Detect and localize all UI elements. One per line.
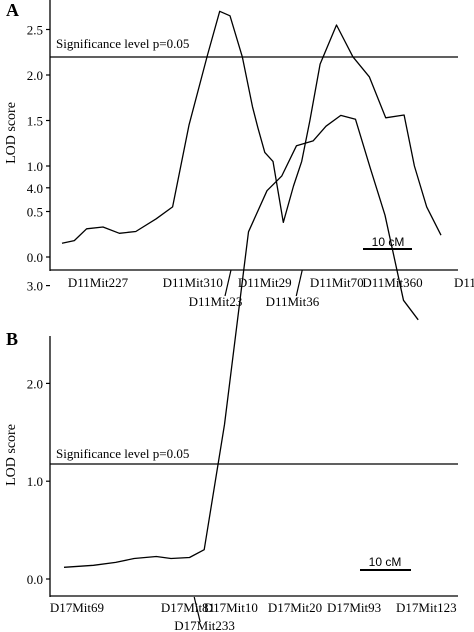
threshold-label-b: Significance level p=0.05 — [56, 446, 189, 461]
marker-label: D11Mit360 — [362, 275, 422, 290]
panel-label-a: A — [6, 0, 19, 20]
marker-label: D17Mit93 — [327, 600, 381, 615]
marker-label: D17Mit69 — [50, 600, 104, 615]
lod-series-line — [63, 114, 419, 568]
marker-label: D17Mit20 — [268, 600, 322, 615]
marker-label: D17Mit10 — [204, 600, 258, 615]
scale-bar-label-a: 10 cM — [372, 235, 405, 249]
y-tick-label: 1.0 — [27, 159, 43, 174]
marker-label: D11Mit29 — [238, 275, 292, 290]
y-axis-label-a: LOD score — [4, 102, 19, 164]
series-a — [61, 10, 442, 244]
marker-leader-tick — [193, 596, 201, 623]
y-tick-label: 2.5 — [27, 23, 43, 38]
panel-b: B LOD score Significance level p=0.05 0.… — [4, 114, 458, 632]
scale-bar-b: 10 cM — [360, 555, 411, 571]
y-tick-label: 2.0 — [27, 68, 43, 83]
marker-label-lower: D17Mit233 — [174, 618, 235, 632]
marker-label: D11Mit48 — [454, 275, 474, 290]
y-tick-label: 0.0 — [27, 572, 43, 587]
scale-bar-label-b: 10 cM — [369, 555, 402, 569]
y-tick-label: 4.0 — [27, 181, 43, 196]
series-b — [63, 114, 419, 568]
marker-label: D17Mit123 — [396, 600, 457, 615]
y-tick-label: 3.0 — [27, 279, 43, 294]
marker-leader-tick — [224, 269, 232, 297]
marker-label: D17Mit81 — [161, 600, 215, 615]
lod-series-line — [61, 10, 442, 244]
y-ticks-b: 0.0 1.0 2.0 3.0 4.0 — [27, 181, 50, 587]
markers-a: D11Mit227 D11Mit310 D11Mit29 D11Mit70D11Mit… — [68, 269, 474, 309]
y-ticks-a: 0.0 0.5 1.0 1.5 2.0 2.5 — [27, 23, 50, 265]
y-tick-label: 0.5 — [27, 205, 43, 220]
y-tick-label: 0.0 — [27, 250, 43, 265]
panel-a: A LOD score Significance level p=0.05 0.… — [4, 0, 474, 309]
marker-label: D11Mit227 — [68, 275, 129, 290]
marker-label: D11Mit70 — [310, 275, 364, 290]
marker-leader-tick — [295, 269, 303, 297]
y-axis-label-b: LOD score — [4, 424, 19, 486]
marker-label-lower: D11Mit36 — [266, 294, 320, 309]
marker-label-lower: D11Mit23 — [189, 294, 243, 309]
threshold-label-a: Significance level p=0.05 — [56, 36, 189, 51]
marker-label: D11Mit310 — [163, 275, 223, 290]
y-tick-label: 1.5 — [27, 114, 43, 129]
scale-bar-a: 10 cM — [363, 235, 412, 250]
panel-label-b: B — [6, 329, 18, 349]
y-tick-label: 2.0 — [27, 376, 43, 391]
y-tick-label: 1.0 — [27, 474, 43, 489]
